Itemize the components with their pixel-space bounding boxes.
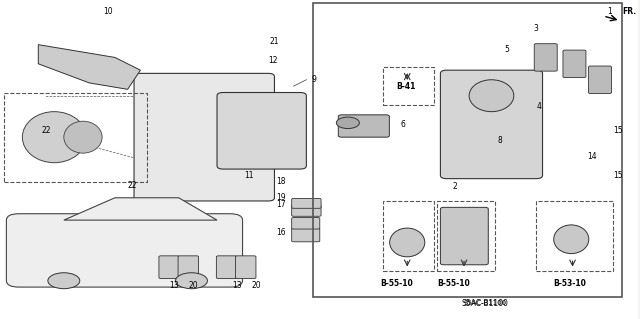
Bar bbox=[536, 201, 612, 271]
Circle shape bbox=[48, 273, 80, 289]
FancyBboxPatch shape bbox=[563, 50, 586, 78]
Bar bbox=[383, 201, 434, 271]
Text: 15: 15 bbox=[612, 171, 622, 180]
FancyBboxPatch shape bbox=[589, 66, 611, 93]
Text: 6: 6 bbox=[401, 120, 406, 129]
Ellipse shape bbox=[22, 112, 86, 163]
Circle shape bbox=[337, 117, 359, 129]
FancyBboxPatch shape bbox=[339, 115, 389, 137]
Text: 22: 22 bbox=[127, 181, 137, 189]
FancyBboxPatch shape bbox=[440, 70, 543, 179]
Text: 1: 1 bbox=[607, 7, 611, 16]
Text: 11: 11 bbox=[244, 171, 253, 180]
Text: B-53-10: B-53-10 bbox=[553, 279, 586, 288]
Text: S5AC-B1100: S5AC-B1100 bbox=[461, 299, 509, 308]
Text: S5AC-B1100: S5AC-B1100 bbox=[463, 300, 507, 306]
Text: 8: 8 bbox=[498, 136, 502, 145]
Text: 18: 18 bbox=[276, 177, 286, 186]
Ellipse shape bbox=[469, 80, 514, 112]
Bar bbox=[313, 3, 622, 297]
Text: 5: 5 bbox=[504, 45, 509, 54]
Text: 15: 15 bbox=[612, 126, 622, 135]
Text: 19: 19 bbox=[276, 193, 286, 202]
FancyBboxPatch shape bbox=[178, 256, 198, 278]
FancyBboxPatch shape bbox=[134, 73, 275, 201]
Text: FR.: FR. bbox=[622, 7, 636, 16]
Text: 2: 2 bbox=[452, 182, 457, 191]
FancyBboxPatch shape bbox=[292, 205, 321, 216]
Text: 3: 3 bbox=[533, 24, 538, 33]
Text: 20: 20 bbox=[189, 281, 198, 290]
Text: 16: 16 bbox=[276, 228, 286, 237]
FancyBboxPatch shape bbox=[6, 214, 243, 287]
Bar bbox=[383, 67, 434, 105]
FancyBboxPatch shape bbox=[292, 228, 320, 242]
Text: 17: 17 bbox=[276, 200, 286, 209]
FancyBboxPatch shape bbox=[440, 207, 488, 265]
Text: B-41: B-41 bbox=[396, 82, 415, 91]
FancyBboxPatch shape bbox=[236, 256, 256, 278]
Ellipse shape bbox=[390, 228, 425, 257]
FancyBboxPatch shape bbox=[292, 218, 320, 229]
Text: 14: 14 bbox=[588, 152, 597, 161]
FancyBboxPatch shape bbox=[292, 198, 321, 208]
Bar bbox=[437, 201, 495, 271]
FancyBboxPatch shape bbox=[216, 256, 237, 278]
FancyBboxPatch shape bbox=[534, 44, 557, 71]
Text: 10: 10 bbox=[104, 7, 113, 16]
Text: 13: 13 bbox=[232, 281, 243, 290]
Text: 4: 4 bbox=[536, 102, 541, 111]
FancyBboxPatch shape bbox=[217, 93, 307, 169]
Text: 12: 12 bbox=[268, 56, 278, 65]
FancyBboxPatch shape bbox=[159, 256, 179, 278]
Bar bbox=[4, 93, 147, 182]
Text: 20: 20 bbox=[252, 281, 261, 290]
Polygon shape bbox=[38, 45, 140, 89]
Text: 22: 22 bbox=[42, 126, 51, 135]
Ellipse shape bbox=[64, 121, 102, 153]
Polygon shape bbox=[64, 198, 217, 220]
Text: 9: 9 bbox=[312, 75, 316, 84]
Text: 21: 21 bbox=[269, 37, 279, 46]
Circle shape bbox=[175, 273, 207, 289]
Text: B-55-10: B-55-10 bbox=[381, 279, 413, 288]
Text: 13: 13 bbox=[169, 281, 179, 290]
Text: B-55-10: B-55-10 bbox=[437, 279, 470, 288]
Ellipse shape bbox=[554, 225, 589, 254]
